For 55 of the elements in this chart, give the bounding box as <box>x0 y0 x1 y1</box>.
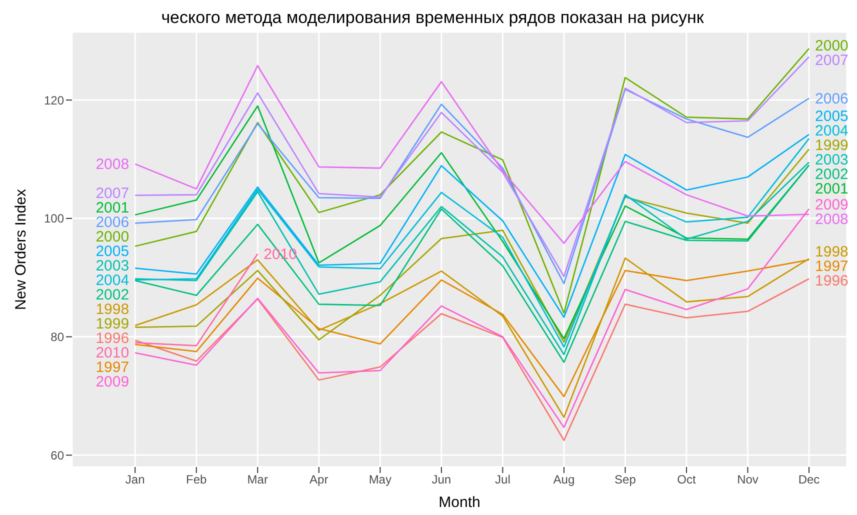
series-label: 2001 <box>96 199 130 216</box>
x-tick-label: Sep <box>614 472 636 487</box>
line-series <box>134 134 810 318</box>
text: 2001 <box>815 180 848 198</box>
x-tick-label: Jun <box>432 472 452 487</box>
x-axis-title: Month <box>438 494 480 511</box>
y-axis-title: New Orders Index <box>12 188 30 310</box>
line-series <box>134 56 810 278</box>
text: ческого метода моделирования временных рядов показан на рисунк <box>160 8 705 28</box>
line-series <box>134 278 810 442</box>
x-tick-label: May <box>368 472 392 487</box>
x-tick-label: Feb <box>186 472 208 487</box>
text: 1996 <box>815 272 848 290</box>
series-label: 2004 <box>96 272 130 289</box>
x-tick-label: Jul <box>495 472 510 487</box>
y-tick-label: 120 <box>44 93 64 108</box>
line-series <box>134 48 810 314</box>
text: 1999 <box>815 137 848 154</box>
series-label: 1999 <box>96 315 130 332</box>
series-label: 2008 <box>96 156 130 173</box>
text: 2000 <box>815 37 848 54</box>
text: 2010 <box>96 344 130 362</box>
series-label: 1997 <box>815 258 848 275</box>
text: 1997 <box>96 358 130 376</box>
series-label: 2000 <box>96 228 130 246</box>
text: 2009 <box>96 373 130 390</box>
text: 2003 <box>96 257 130 274</box>
text: 1998 <box>96 300 130 318</box>
series-label: 2009 <box>815 196 848 214</box>
line-series <box>134 208 810 428</box>
y-tick-label: 80 <box>50 330 64 344</box>
text: 2008 <box>815 210 848 228</box>
y-tick-label: 60 <box>50 448 64 462</box>
y-tick-label: 100 <box>44 212 64 226</box>
series-label: 2005 <box>96 242 130 260</box>
series-label: 2002 <box>815 166 848 184</box>
text: 2002 <box>96 286 130 304</box>
x-tick-label: Oct <box>677 472 696 487</box>
text: 2006 <box>96 214 130 231</box>
x-tick-label: Dec <box>798 472 820 487</box>
x-tick-label: Mar <box>247 472 268 487</box>
x-tick-label: Jan <box>125 472 145 487</box>
line-series <box>134 88 810 284</box>
series-label: 2006 <box>815 90 848 108</box>
series-label: 1996 <box>96 330 130 347</box>
x-tick-label: Nov <box>737 472 758 487</box>
x-tick-label: Apr <box>310 472 328 487</box>
text: 2004 <box>815 122 848 140</box>
text: 2007 <box>815 52 848 69</box>
series-label: 2003 <box>815 152 848 169</box>
text: 2005 <box>815 108 848 126</box>
series-label: 1998 <box>815 243 848 260</box>
line-series <box>134 65 810 244</box>
x-tick-label: Aug <box>553 472 575 487</box>
series-label: 2007 <box>96 184 130 202</box>
